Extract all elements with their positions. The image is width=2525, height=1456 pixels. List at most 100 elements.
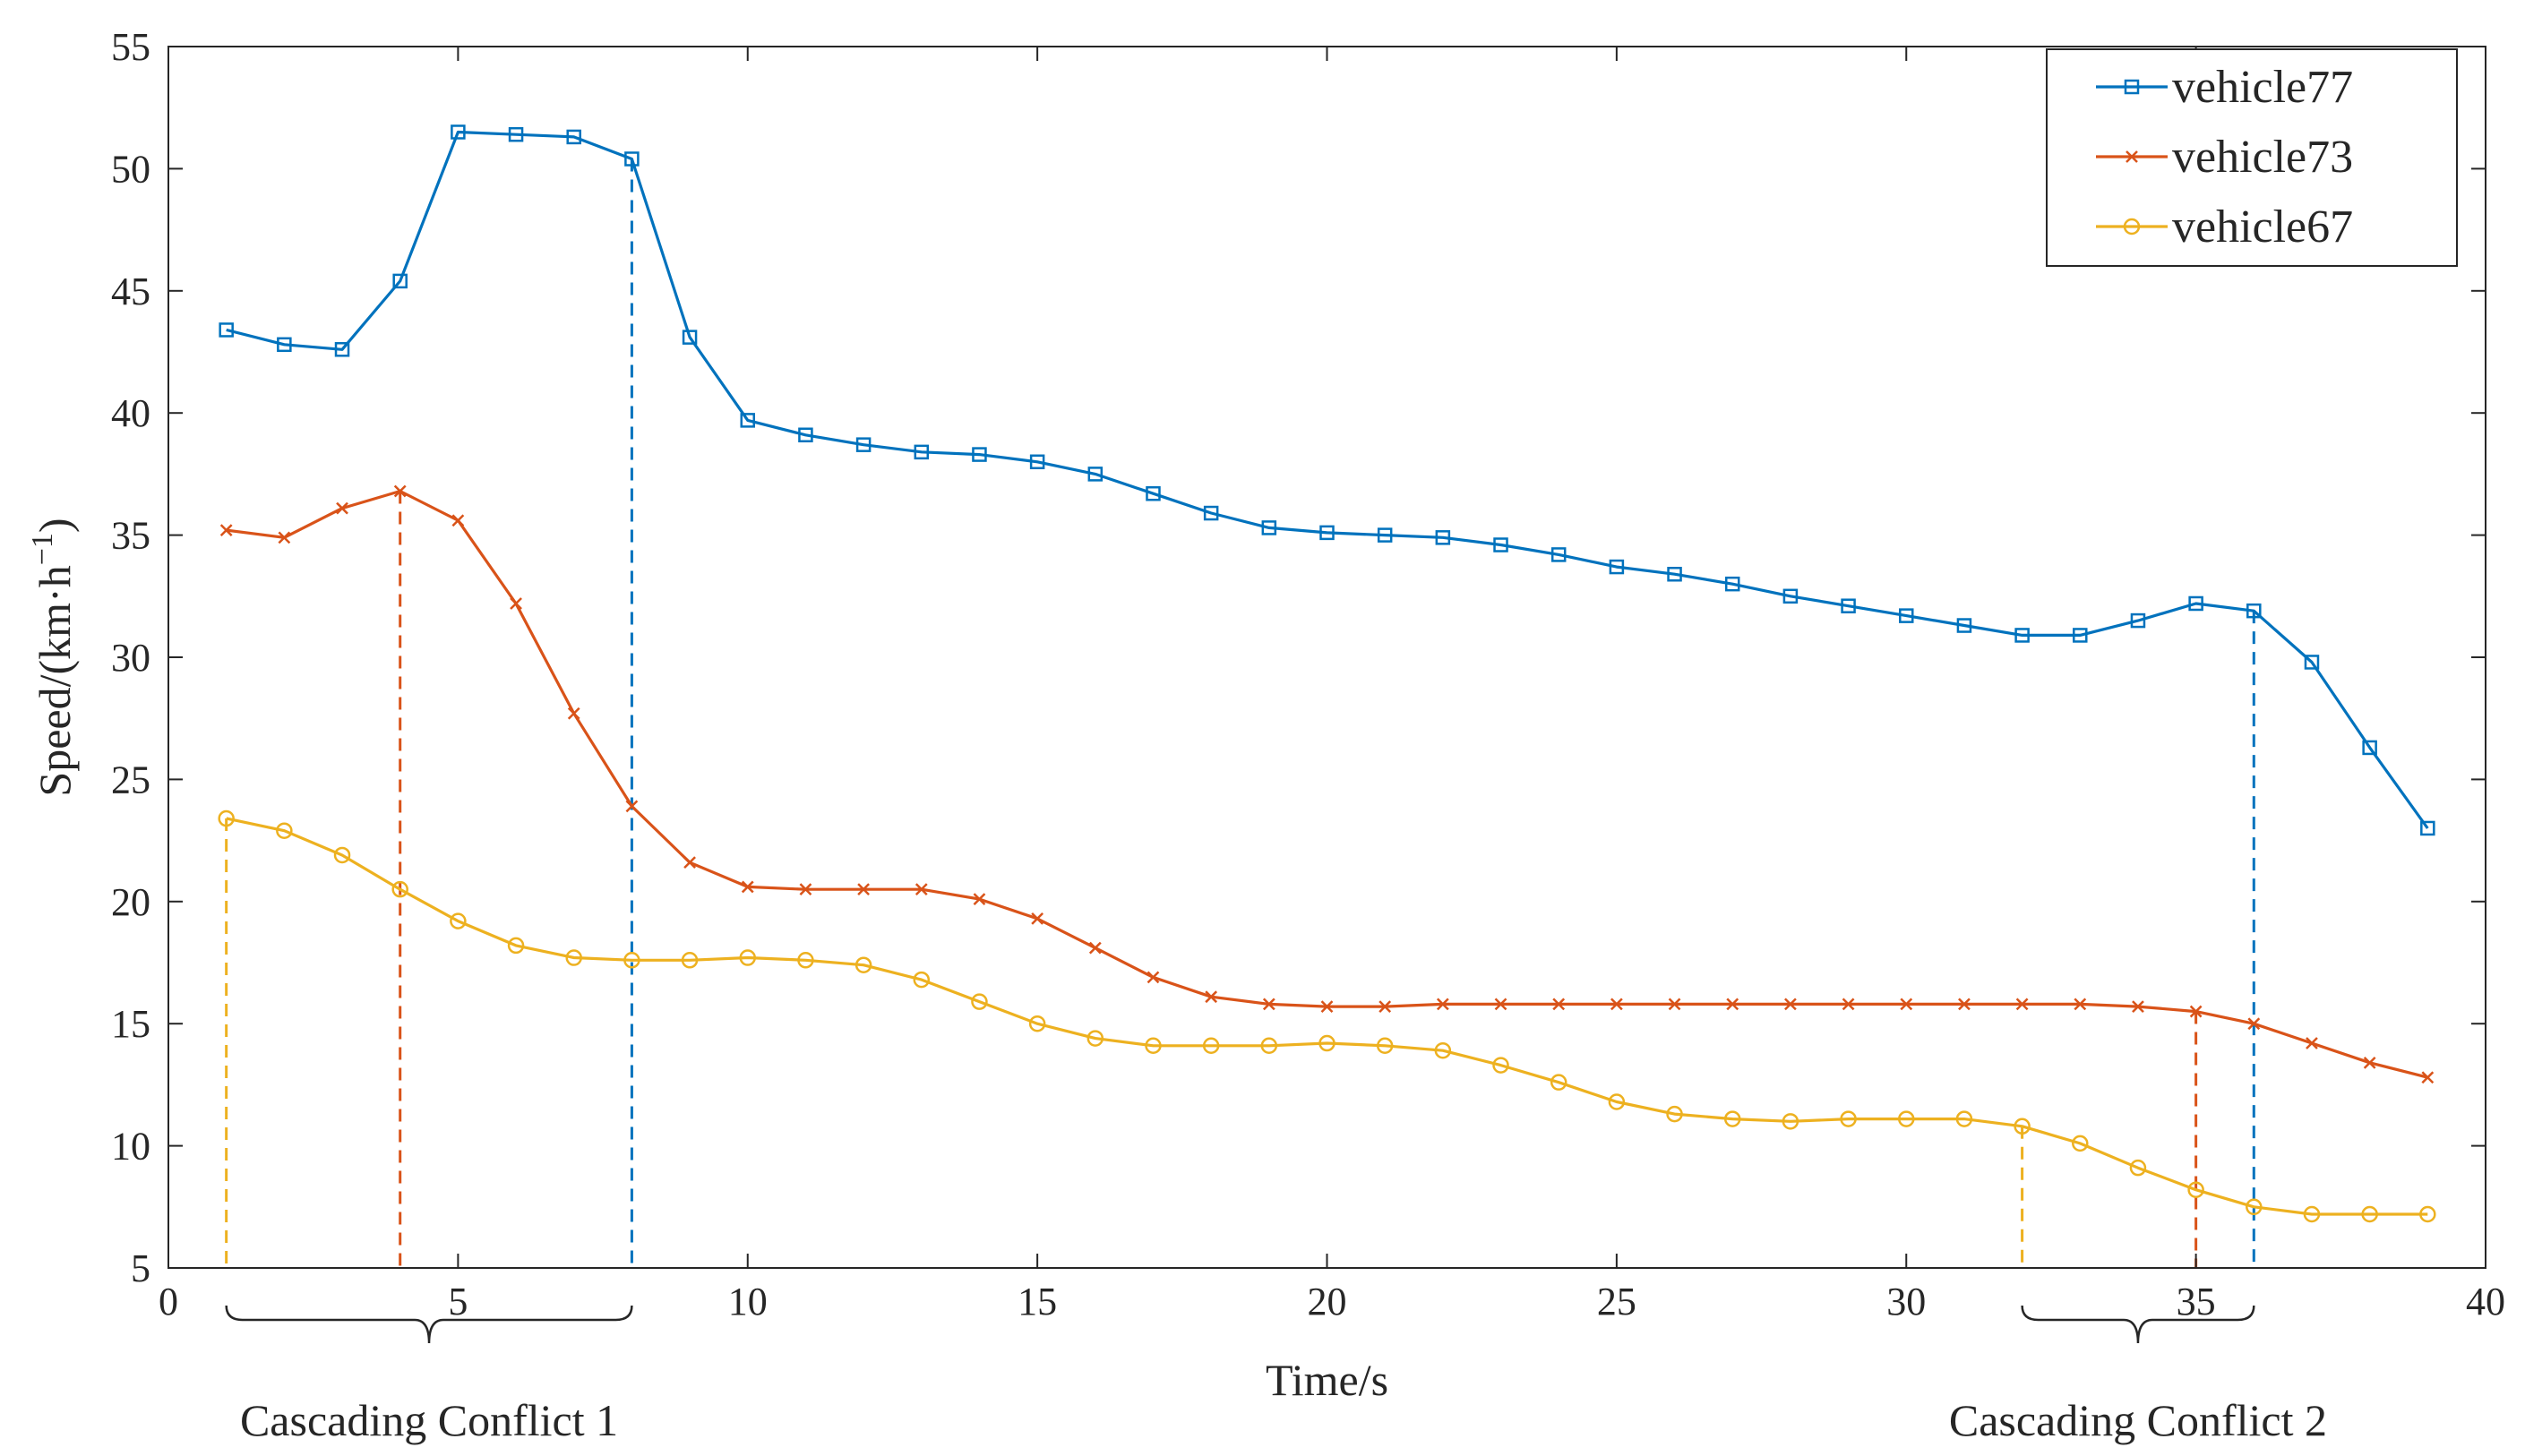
data-point-vehicle73	[683, 856, 696, 869]
data-point-vehicle73	[625, 800, 639, 813]
y-axis-title: Speed/(km·h−1)	[26, 518, 80, 796]
data-point-vehicle67	[1492, 1057, 1509, 1074]
data-point-vehicle67	[1898, 1110, 1915, 1127]
series-line-vehicle67	[226, 817, 2428, 1216]
y-tick-label: 35	[111, 514, 150, 558]
data-point-vehicle73	[393, 484, 407, 498]
data-point-vehicle67	[1376, 1037, 1394, 1055]
data-point-vehicle73	[1205, 990, 1218, 1004]
data-point-vehicle73-stroke	[1378, 1000, 1392, 1013]
x-tick-label: 25	[1597, 1280, 1636, 1323]
data-point-vehicle67	[218, 809, 235, 827]
data-point-vehicle73-stroke	[2015, 998, 2029, 1011]
data-point-vehicle73	[336, 501, 348, 515]
data-point-vehicle73	[1958, 998, 1971, 1011]
data-point-vehicle73	[2306, 1037, 2318, 1049]
x-axis-title: Time/s	[1266, 1355, 1388, 1405]
data-point-vehicle67	[450, 912, 467, 929]
data-point-vehicle73	[2421, 1071, 2435, 1084]
data-point-vehicle67	[971, 993, 988, 1010]
y-tick-label: 15	[111, 1002, 150, 1046]
data-point-vehicle73	[857, 883, 870, 896]
x-tick-label: 30	[1886, 1280, 1926, 1323]
data-point-vehicle73-stroke	[278, 531, 291, 544]
data-point-vehicle67	[2246, 1198, 2263, 1216]
data-point-vehicle73-stroke	[857, 883, 870, 896]
x-tick-label: 15	[1018, 1280, 1057, 1323]
data-point-vehicle77	[740, 413, 755, 428]
data-point-vehicle77	[2362, 740, 2377, 756]
annotation-brace	[2021, 1305, 2255, 1344]
data-point-vehicle73-stroke	[1031, 912, 1044, 925]
reference-lines	[225, 158, 2255, 1268]
data-point-vehicle67	[2072, 1135, 2089, 1152]
y-tick-label: 40	[111, 391, 150, 435]
data-point-vehicle77	[451, 124, 466, 140]
y-tick-label: 45	[111, 270, 150, 313]
data-point-vehicle67	[276, 822, 293, 839]
data-point-vehicle73-stroke	[1088, 941, 1102, 955]
data-point-vehicle73	[1494, 998, 1507, 1011]
x-tick-label: 20	[1308, 1280, 1347, 1323]
data-point-vehicle77	[1203, 505, 1219, 521]
data-point-vehicle73	[1378, 1000, 1392, 1013]
y-tick-label: 10	[111, 1125, 150, 1169]
y-tick-label: 25	[111, 758, 150, 801]
data-point-vehicle67	[681, 952, 699, 969]
data-point-vehicle73	[567, 707, 580, 720]
data-point-vehicle77	[508, 126, 524, 142]
data-point-vehicle73-stroke	[2247, 1017, 2261, 1031]
series-vehicle77	[219, 124, 2435, 836]
data-point-vehicle67	[2129, 1159, 2147, 1177]
data-point-vehicle73-stroke	[336, 501, 348, 515]
data-point-vehicle73	[1610, 998, 1623, 1011]
y-tick-label: 50	[111, 147, 150, 191]
data-point-vehicle73	[1842, 998, 1855, 1011]
data-point-vehicle77	[798, 427, 813, 443]
data-point-vehicle67	[507, 937, 525, 955]
data-point-vehicle73	[451, 514, 465, 527]
data-point-vehicle67	[2419, 1205, 2436, 1223]
data-point-vehicle73-stroke	[1784, 998, 1797, 1011]
data-point-vehicle67	[565, 949, 582, 966]
data-point-vehicle67	[391, 880, 408, 898]
data-point-vehicle73-stroke	[1726, 998, 1739, 1011]
data-point-vehicle67	[797, 952, 814, 969]
data-point-vehicle73	[510, 597, 522, 610]
data-point-vehicle67	[913, 971, 931, 989]
x-tick-label: 0	[159, 1280, 178, 1323]
legend-item-vehicle73: vehicle73	[2096, 132, 2353, 183]
data-point-vehicle77	[914, 444, 930, 460]
data-point-vehicle77	[2420, 820, 2435, 836]
data-point-vehicle73	[2247, 1017, 2261, 1031]
data-point-vehicle73-stroke	[1900, 998, 1913, 1011]
data-point-vehicle73-stroke	[1436, 998, 1449, 1011]
data-point-vehicle77	[855, 437, 872, 452]
data-point-vehicle73	[219, 524, 233, 537]
data-point-vehicle73	[915, 883, 928, 896]
data-point-vehicle73-stroke	[741, 880, 754, 894]
y-axis-title-suffix: )	[30, 518, 80, 533]
data-point-vehicle77	[624, 151, 640, 167]
legend: vehicle77 vehicle73 vehicle67	[2046, 48, 2458, 267]
data-point-vehicle77	[2304, 655, 2320, 670]
data-point-vehicle73-stroke	[1610, 998, 1623, 1011]
data-point-vehicle73	[1436, 998, 1449, 1011]
x-tick-label: 40	[2466, 1280, 2505, 1323]
data-point-vehicle77	[1261, 520, 1277, 535]
data-point-vehicle73-stroke	[567, 707, 580, 720]
data-point-vehicle73	[1147, 971, 1160, 984]
data-point-vehicle67	[1955, 1110, 1973, 1127]
data-point-vehicle77	[1667, 566, 1682, 582]
data-point-vehicle73	[2189, 1005, 2203, 1018]
data-point-vehicle73-stroke	[1552, 998, 1566, 1011]
data-point-vehicle67	[1723, 1110, 1741, 1127]
data-point-vehicle73	[799, 883, 812, 896]
data-point-vehicle77	[277, 337, 292, 353]
data-point-vehicle67	[2014, 1118, 2031, 1135]
y-tick-label: 30	[111, 636, 150, 680]
data-point-vehicle73	[1031, 912, 1044, 925]
legend-item-vehicle77: vehicle77	[2096, 62, 2353, 113]
data-point-vehicle73	[1784, 998, 1797, 1011]
